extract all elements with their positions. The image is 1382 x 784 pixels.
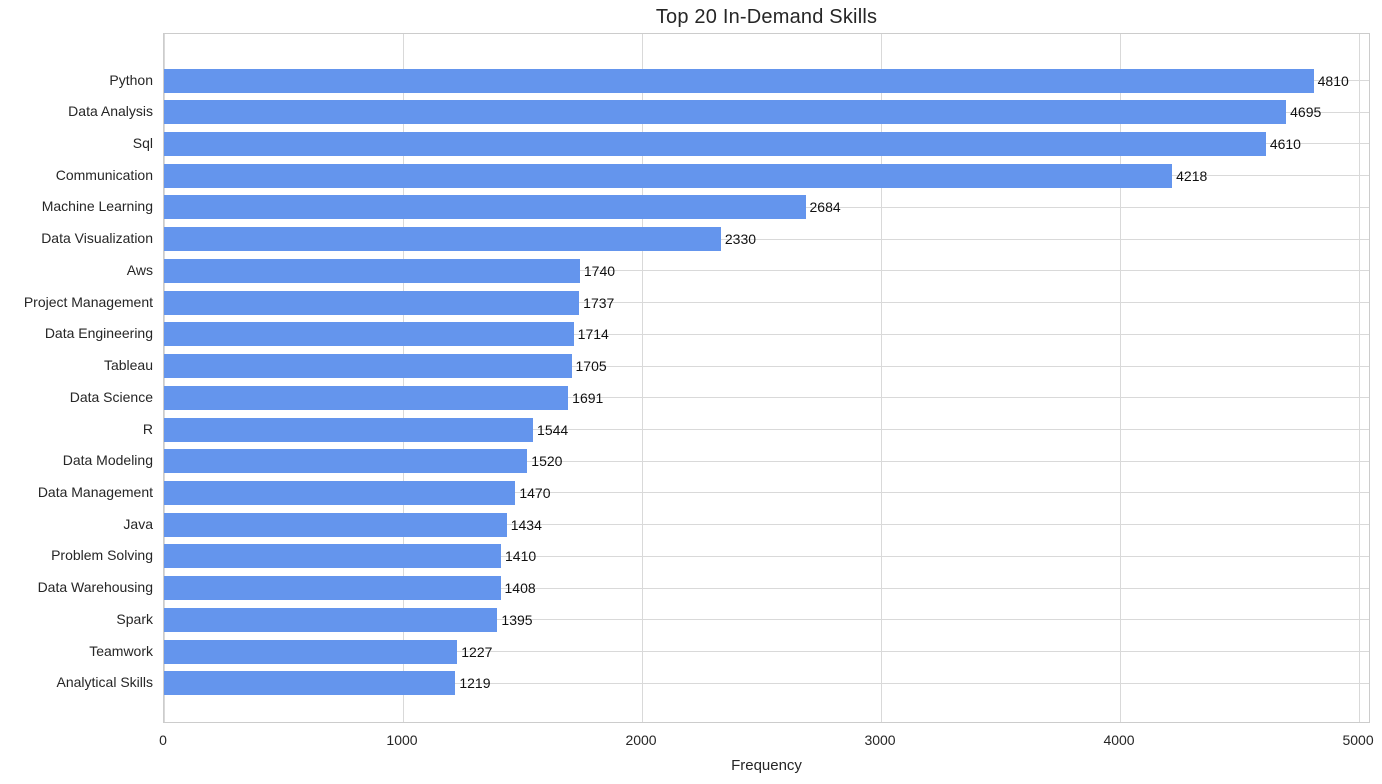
bar-value-label: 1544 [537,421,569,438]
y-tick-label: Data Engineering [44,325,153,342]
bar-tableau [164,354,572,379]
y-tick-label: Problem Solving [51,547,153,564]
bar-analytical-skills [164,671,456,696]
y-gridline [164,460,1369,462]
bar-machine-learning [164,195,806,220]
x-tick-label: 3000 [864,732,896,748]
chart-title: Top 20 In-Demand Skills [655,6,878,28]
x-gridline [1120,34,1122,722]
bar-value-label: 1714 [577,326,609,343]
y-tick-label: Data Modeling [62,452,153,469]
bar-project-management [164,290,580,315]
bar-value-label: 1219 [459,675,491,692]
bar-data-management [164,480,516,505]
plot-area: 4810 4695 4610 4218 2684 2330 1740 1737 1714 1705… [163,33,1370,723]
y-tick-label: Aws [126,261,153,278]
y-gridline [164,651,1369,653]
x-tick-label: 5000 [1342,732,1374,748]
y-tick-label: Sql [132,134,153,151]
bar-value-label: 1737 [583,294,615,311]
y-tick-label: Spark [116,610,153,627]
y-gridline [164,238,1369,240]
bar-teamwork [164,639,458,664]
bar-value-label: 2684 [809,199,841,216]
bar-value-label: 2330 [724,231,757,248]
y-gridline [164,333,1369,335]
bar-java [164,512,507,537]
y-tick-label: R [142,420,153,437]
y-gridline [164,587,1369,589]
y-tick-label: Data Management [37,483,153,500]
bar-value-label: 1705 [575,358,607,375]
bar-value-label: 1740 [583,262,616,279]
x-tick-label: 4000 [1103,732,1135,748]
bar-data-modeling [164,449,528,474]
bar-value-label: 1410 [505,548,537,565]
bar-value-label: 1691 [572,389,604,406]
bar-communication [164,163,1173,188]
y-gridline [164,619,1369,621]
bar-spark [164,607,498,632]
y-gridline [164,365,1369,367]
x-axis-title: Frequency [731,757,802,774]
bar-data-engineering [164,322,574,347]
bar-aws [164,258,580,283]
y-tick-label: Teamwork [89,642,153,659]
bar-value-label: 4810 [1317,72,1349,89]
x-gridline [1359,34,1361,722]
bar-value-label: 1395 [501,611,533,628]
y-tick-label: Tableau [103,357,153,374]
bar-r [164,417,534,442]
y-gridline [164,397,1369,399]
y-tick-label: Python [109,71,153,88]
bar-python [164,68,1314,93]
x-tick-label: 0 [159,732,167,748]
y-tick-label: Analytical Skills [56,674,153,691]
y-tick-label: Machine Learning [41,198,153,215]
y-tick-label: Data Visualization [41,230,153,247]
x-gridline [881,34,883,722]
y-tick-label: Java [123,515,153,532]
bar-data-visualization [164,227,721,252]
bar-value-label: 1227 [461,643,493,660]
bar-problem-solving [164,544,501,569]
bar-data-warehousing [164,576,501,601]
y-gridline [164,270,1369,272]
bar-value-label: 1434 [510,516,542,533]
y-gridline [164,429,1369,431]
y-gridline [164,302,1369,304]
bar-value-label: 4695 [1290,104,1322,121]
x-tick-label: 1000 [386,732,418,748]
y-tick-label: Data Science [69,388,153,405]
y-tick-label: Project Management [23,293,153,310]
bar-value-label: 1520 [531,453,563,470]
y-tick-label: Data Analysis [68,103,153,120]
y-tick-label: Communication [55,166,153,183]
y-tick-label: Data Warehousing [37,579,153,596]
bar-sql [164,131,1266,156]
y-gridline [164,682,1369,684]
x-tick-label: 2000 [625,732,657,748]
bar-data-analysis [164,100,1287,125]
y-gridline [164,555,1369,557]
bar-value-label: 4218 [1176,167,1208,184]
bar-value-label: 4610 [1269,135,1301,152]
bar-value-label: 1408 [504,580,536,597]
y-gridline [164,492,1369,494]
y-gridline [164,524,1369,526]
bar-data-science [164,385,569,410]
bar-value-label: 1470 [519,484,551,501]
x-gridline [642,34,644,722]
